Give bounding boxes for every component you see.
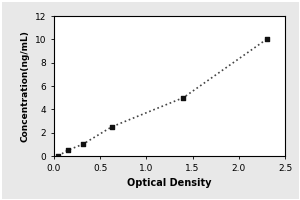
Point [109,125,114,128]
X-axis label: Optical Density: Optical Density [127,178,212,188]
Point [264,38,269,41]
Point [56,154,61,158]
Point [80,143,85,146]
Point [65,149,70,152]
Y-axis label: Concentration(ng/mL): Concentration(ng/mL) [20,30,29,142]
Point [181,96,186,99]
